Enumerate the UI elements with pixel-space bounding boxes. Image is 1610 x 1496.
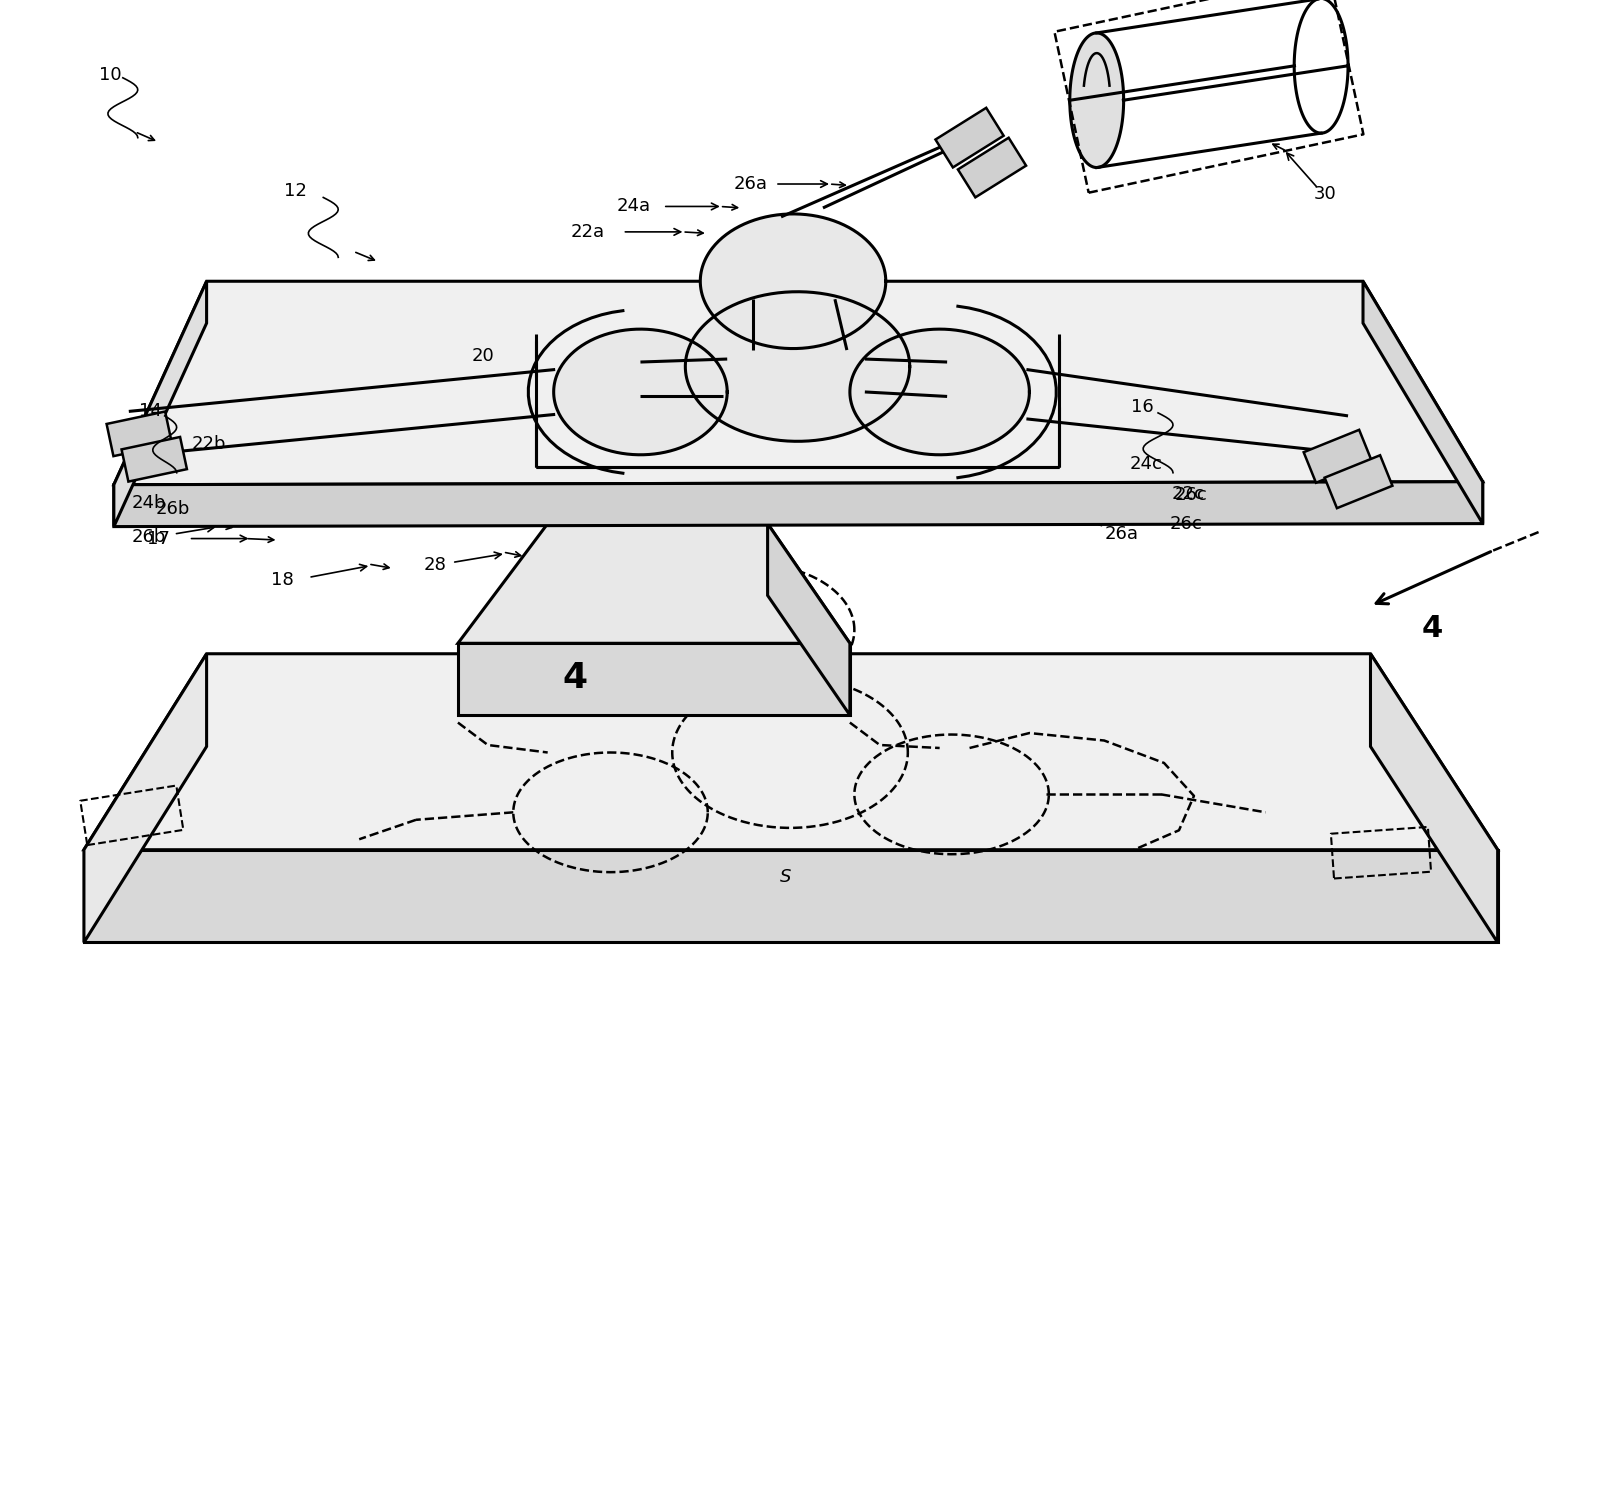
Text: 26b: 26b <box>132 528 166 546</box>
Text: 12: 12 <box>285 183 308 200</box>
Polygon shape <box>84 654 1497 850</box>
Polygon shape <box>686 292 910 441</box>
Text: 26c: 26c <box>1175 486 1208 504</box>
Text: 14: 14 <box>140 402 163 420</box>
Text: S: S <box>779 868 791 886</box>
Polygon shape <box>641 359 728 396</box>
Polygon shape <box>114 482 1483 527</box>
Text: 22a: 22a <box>570 223 604 241</box>
Polygon shape <box>457 524 850 643</box>
Polygon shape <box>865 359 947 396</box>
Polygon shape <box>114 281 206 527</box>
Text: 10: 10 <box>98 66 121 84</box>
Text: 28: 28 <box>423 557 446 574</box>
Polygon shape <box>958 138 1026 197</box>
Text: 26a: 26a <box>1104 525 1138 543</box>
Text: 26c: 26c <box>1170 515 1203 533</box>
Polygon shape <box>114 281 1483 485</box>
Polygon shape <box>106 411 172 456</box>
Polygon shape <box>84 654 206 942</box>
Polygon shape <box>700 214 886 349</box>
Text: 4: 4 <box>562 661 588 694</box>
Polygon shape <box>1364 281 1483 524</box>
Polygon shape <box>768 524 850 715</box>
Polygon shape <box>121 437 187 482</box>
Text: 18: 18 <box>270 571 293 589</box>
Polygon shape <box>850 329 1029 455</box>
Text: 24b: 24b <box>132 494 166 512</box>
Polygon shape <box>935 108 1003 168</box>
Text: 24c: 24c <box>1130 455 1162 473</box>
Text: 30: 30 <box>1314 186 1336 203</box>
Text: 24a: 24a <box>617 197 650 215</box>
Polygon shape <box>457 643 850 715</box>
Polygon shape <box>84 850 1497 942</box>
Text: 26a: 26a <box>733 175 768 193</box>
Polygon shape <box>1370 654 1497 942</box>
Polygon shape <box>1325 455 1393 509</box>
Polygon shape <box>1069 33 1124 168</box>
Text: 22b: 22b <box>192 435 225 453</box>
Text: 22c: 22c <box>1172 485 1204 503</box>
Polygon shape <box>752 299 847 350</box>
Text: 17: 17 <box>147 530 169 548</box>
Polygon shape <box>554 329 728 455</box>
Text: 20: 20 <box>472 347 494 365</box>
Text: 26b: 26b <box>156 500 190 518</box>
Text: 16: 16 <box>1132 398 1154 416</box>
Polygon shape <box>1304 429 1372 483</box>
Text: 4: 4 <box>1422 613 1443 643</box>
